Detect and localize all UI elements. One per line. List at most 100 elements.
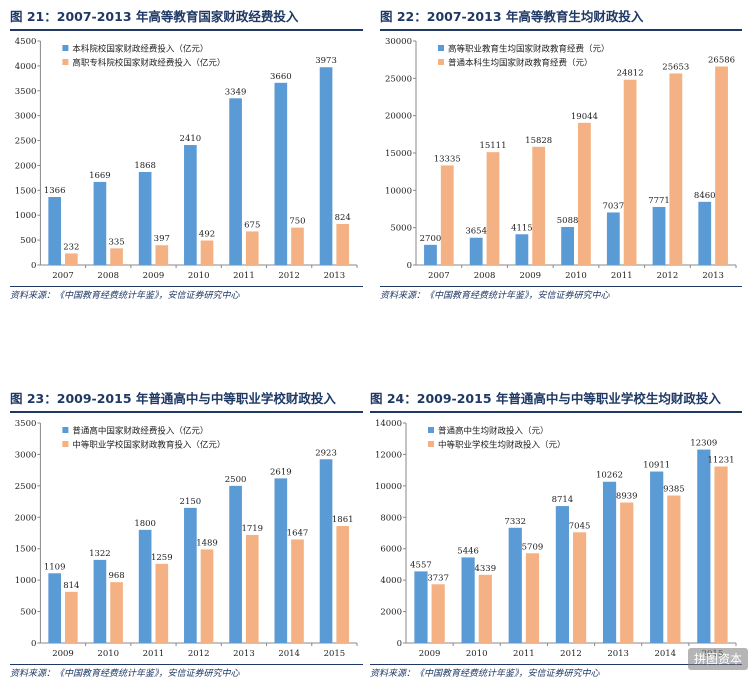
bar-series-b — [525, 553, 540, 643]
data-label: 675 — [244, 220, 260, 230]
data-label: 13335 — [434, 154, 461, 164]
bar-series-a — [93, 181, 107, 265]
data-label: 8460 — [694, 191, 716, 201]
data-label: 9385 — [663, 485, 685, 495]
y-tick-label: 2500 — [15, 482, 37, 492]
bar-chart: 0 5000 10000 15000 20000 25000 30000 2007 2700 13… — [385, 37, 737, 281]
bar-series-b — [291, 227, 304, 265]
x-tick-label: 2012 — [657, 271, 679, 281]
bar-chart: 0 500 1000 1500 2000 2500 3000 3500 2009 1109 814 2… — [15, 419, 358, 659]
source-note: 资料来源：《中国教育经费统计年鉴》，安信证券研究中心 — [370, 664, 742, 683]
bar-series-b — [336, 223, 350, 265]
legend-swatch — [62, 441, 69, 447]
data-label: 1322 — [89, 549, 111, 559]
bar-series-a — [274, 82, 288, 266]
y-tick-label: 15000 — [385, 149, 412, 159]
y-tick-label: 10000 — [375, 482, 402, 492]
data-label: 8714 — [552, 495, 574, 505]
bar-series-b — [291, 539, 304, 643]
data-label: 335 — [108, 237, 124, 247]
data-label: 1861 — [332, 515, 354, 525]
source-note: 资料来源：《中国教育经费统计年鉴》，安信证券研究中心 — [10, 664, 363, 683]
x-tick-label: 2010 — [565, 271, 587, 281]
x-tick-label: 2011 — [611, 271, 633, 281]
bar-series-b — [110, 582, 123, 643]
data-label: 4339 — [474, 564, 496, 574]
bar-series-b — [478, 574, 492, 643]
x-tick-label: 2009 — [143, 271, 165, 281]
bar-series-b — [440, 165, 454, 265]
data-label: 3660 — [270, 72, 292, 82]
data-label: 1489 — [196, 538, 218, 548]
data-label: 5446 — [457, 546, 479, 556]
y-tick-label: 1000 — [15, 576, 37, 586]
data-label: 24812 — [617, 69, 644, 79]
data-label: 7045 — [569, 521, 591, 531]
data-label: 15111 — [479, 141, 506, 151]
y-tick-label: 2000 — [15, 513, 37, 523]
y-tick-label: 4000 — [380, 576, 402, 586]
x-tick-label: 2011 — [143, 649, 165, 659]
x-tick-label: 2014 — [278, 649, 300, 659]
data-label: 4557 — [410, 560, 432, 570]
data-label: 15828 — [525, 136, 552, 146]
x-tick-label: 2013 — [233, 649, 255, 659]
x-tick-label: 2012 — [560, 649, 582, 659]
data-label: 2410 — [180, 134, 202, 144]
y-tick-label: 500 — [20, 236, 36, 246]
data-label: 5088 — [557, 216, 579, 226]
bar-series-a — [515, 234, 529, 265]
bar-series-a — [555, 506, 569, 643]
legend-swatch — [62, 45, 69, 51]
data-label: 750 — [289, 217, 305, 227]
data-label: 232 — [63, 242, 79, 252]
x-tick-label: 2007 — [428, 271, 450, 281]
y-tick-label: 30000 — [385, 37, 412, 47]
y-tick-label: 0 — [31, 261, 36, 271]
legend-swatch — [62, 427, 69, 433]
x-tick-label: 2013 — [324, 271, 346, 281]
data-label: 1800 — [134, 519, 156, 529]
bar-series-a — [229, 98, 242, 265]
x-tick-label: 2015 — [324, 649, 346, 659]
x-tick-label: 2008 — [97, 271, 119, 281]
chart-title: 图 23：2009-2015 年普通高中与中等职业学校财政投入 — [10, 387, 363, 413]
data-label: 25653 — [662, 62, 689, 72]
chart-panel-23: 图 23：2009-2015 年普通高中与中等职业学校财政投入 0 500 1000… — [10, 387, 363, 683]
y-tick-label: 2500 — [15, 137, 37, 147]
bar-series-a — [138, 172, 152, 265]
x-tick-label: 2009 — [519, 271, 541, 281]
bar-series-b — [573, 532, 587, 643]
y-tick-label: 20000 — [385, 112, 412, 122]
bar-chart: 0 2000 4000 6000 8000 10000 12000 14000 2009 4557… — [375, 419, 737, 659]
bar-chart: 0 500 1000 1500 2000 2500 3000 3500 4000 4500 2007… — [15, 37, 358, 281]
bar-series-a — [602, 481, 617, 643]
data-label: 11231 — [708, 456, 735, 466]
legend-label: 中等职业学校国家财政教育投入（亿元） — [72, 440, 225, 451]
y-tick-label: 4000 — [15, 62, 37, 72]
bar-series-a — [508, 527, 522, 643]
y-tick-label: 1000 — [15, 211, 37, 221]
bar-series-a — [698, 201, 712, 265]
legend-label: 中等职业学校生均财政投入（元） — [438, 440, 566, 451]
source-note: 资料来源：《中国教育经费统计年鉴》，安信证券研究中心 — [380, 286, 742, 305]
y-tick-label: 3000 — [15, 112, 37, 122]
bar-series-a — [229, 485, 242, 643]
y-tick-label: 0 — [397, 639, 402, 649]
y-tick-label: 12000 — [375, 450, 402, 460]
y-tick-label: 6000 — [380, 545, 402, 555]
bar-series-b — [200, 549, 214, 643]
bar-series-b — [336, 526, 350, 643]
legend-swatch — [428, 427, 434, 433]
y-tick-label: 3500 — [15, 87, 37, 97]
data-label: 1366 — [44, 186, 66, 196]
data-label: 10911 — [643, 461, 670, 471]
bar-series-b — [623, 79, 637, 266]
y-tick-label: 0 — [407, 261, 412, 271]
y-tick-label: 1500 — [15, 186, 37, 196]
legend-swatch — [438, 45, 444, 51]
legend-label: 普通高中国家财政经费投入（亿元） — [72, 426, 208, 437]
data-label: 10262 — [596, 471, 623, 481]
bar-series-b — [669, 73, 683, 265]
bar-series-a — [48, 573, 62, 643]
